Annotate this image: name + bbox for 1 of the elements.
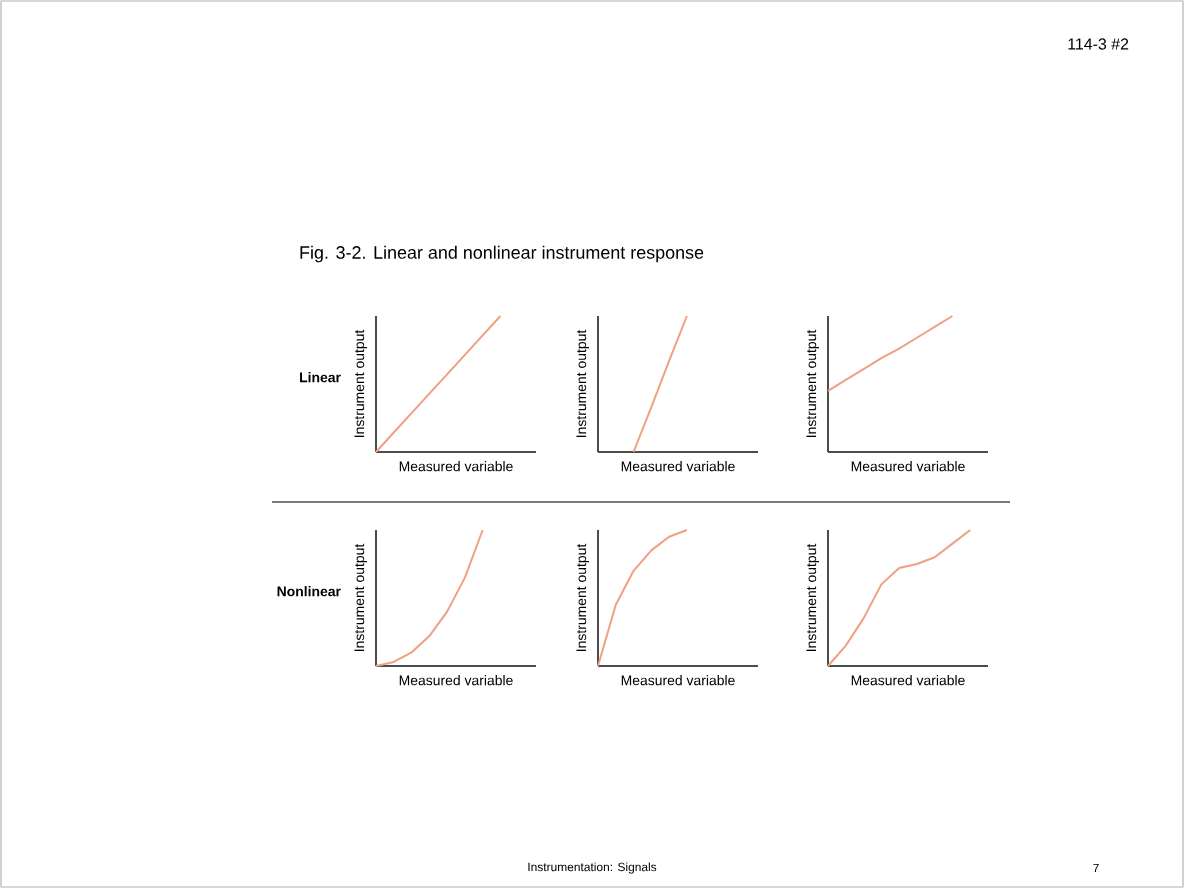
chart-title: Fig. 3-2. Linear and nonlinear instrument response (300, 245, 704, 263)
